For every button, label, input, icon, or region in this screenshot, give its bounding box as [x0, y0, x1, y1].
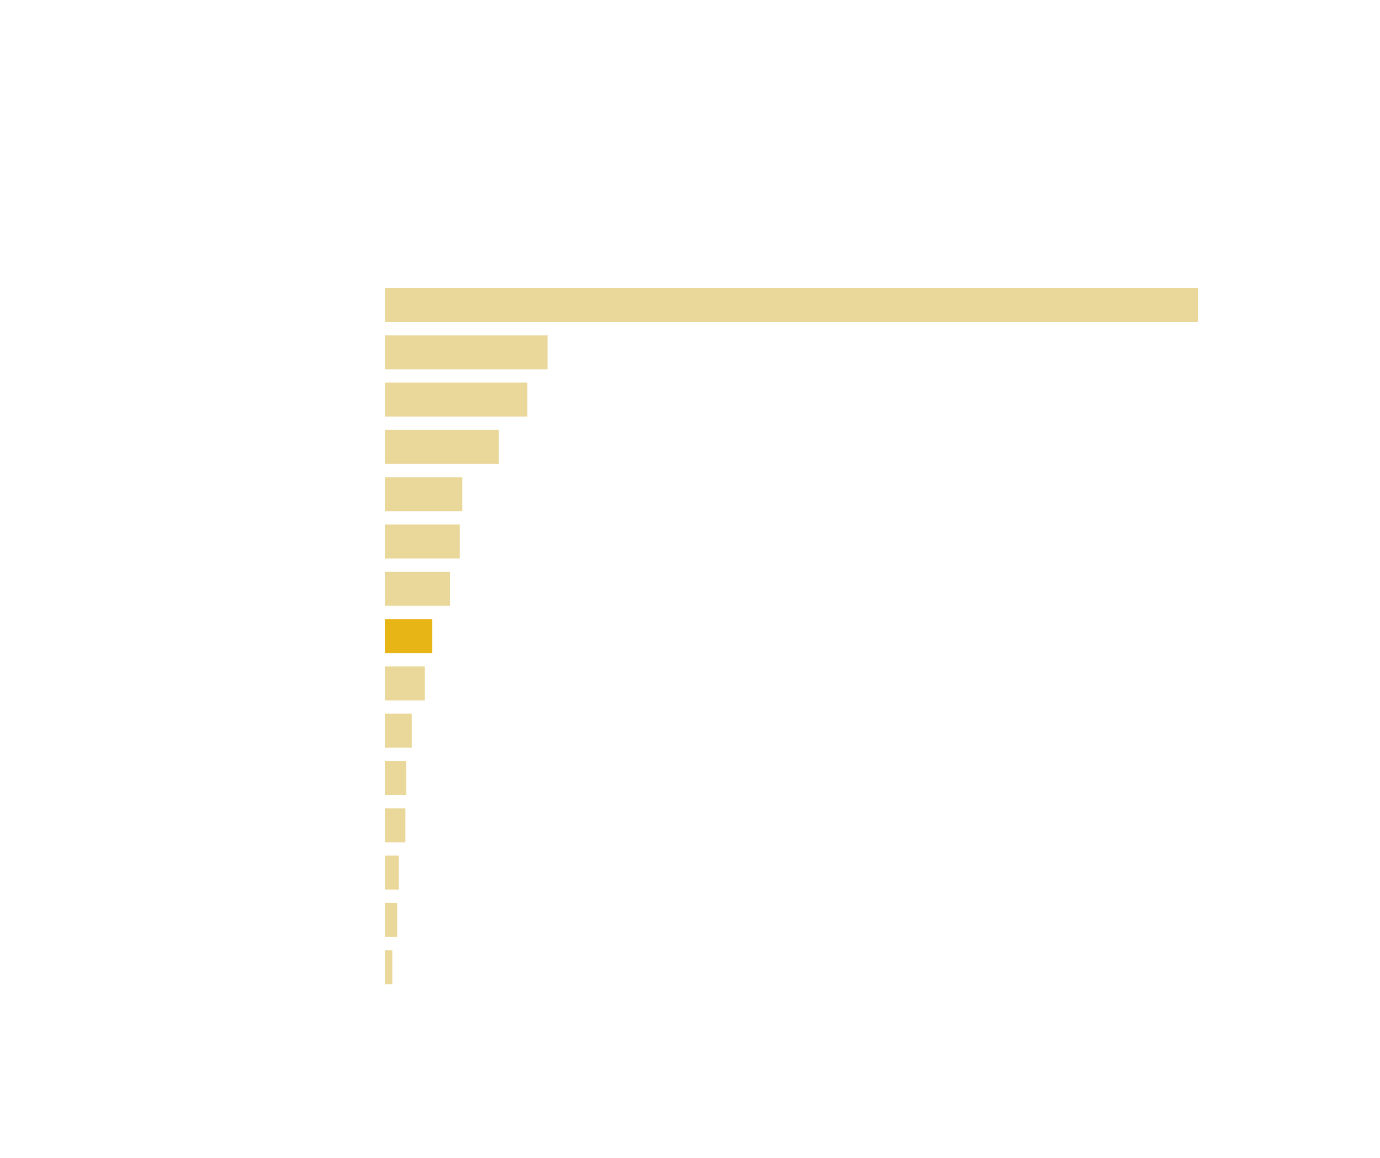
- bar: [385, 477, 463, 512]
- bar: [385, 855, 399, 890]
- bar: [385, 619, 433, 654]
- bar: [385, 335, 548, 370]
- bar: [385, 288, 1198, 322]
- bar: [385, 808, 406, 843]
- bar: [385, 524, 460, 559]
- bar: [385, 429, 499, 464]
- bar: [385, 382, 528, 417]
- bar: [385, 571, 451, 606]
- bar: [385, 666, 425, 701]
- bar: [385, 761, 407, 795]
- bar: [385, 950, 393, 985]
- bar: [385, 713, 412, 748]
- bar: [385, 902, 398, 937]
